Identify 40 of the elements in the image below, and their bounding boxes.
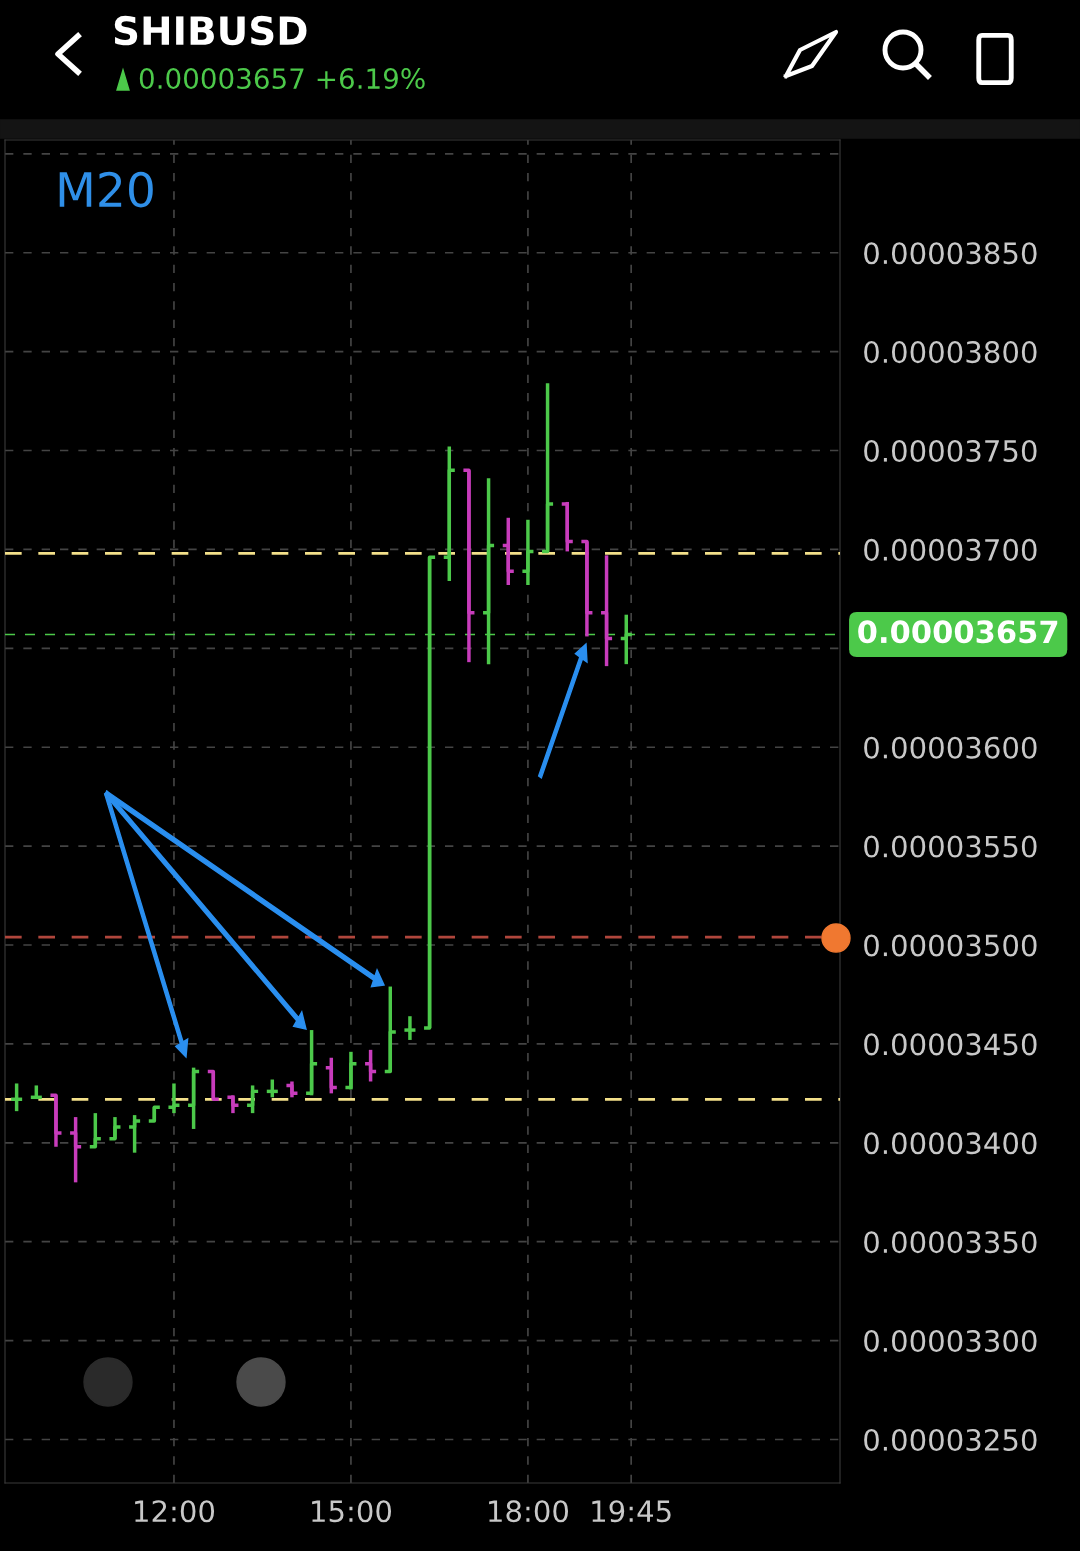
y-tick-label: 0.00003400 <box>864 1132 1037 1155</box>
candlestick <box>304 1030 319 1096</box>
y-tick-label: 0.00003350 <box>864 1231 1037 1254</box>
x-tick-label: 15:00 <box>312 1500 392 1523</box>
x-tick-label: 12:00 <box>135 1500 215 1523</box>
candlestick <box>186 1067 201 1129</box>
candlestick <box>206 1069 221 1102</box>
x-tick-label: 18:00 <box>489 1500 569 1523</box>
y-tick-label: 0.00003300 <box>864 1330 1037 1353</box>
candlestick <box>88 1113 103 1149</box>
candlestick <box>442 446 457 582</box>
y-tick-label: 0.00003850 <box>864 242 1037 265</box>
candlestick <box>540 383 555 554</box>
y-tick-label: 0.00003550 <box>864 835 1037 858</box>
y-tick-label: 0.00003600 <box>864 736 1037 759</box>
candlestick <box>127 1115 142 1153</box>
y-tick-label: 0.00003450 <box>864 1033 1037 1056</box>
y-tick-label: 0.00003800 <box>864 341 1037 364</box>
candlestick <box>245 1085 260 1115</box>
ref-line-label: 0.00003657 <box>858 620 1058 644</box>
candlestick <box>402 1016 418 1040</box>
candlestick <box>599 555 614 668</box>
chart-subtitle: 0.00003657 +6.19% <box>139 68 425 90</box>
candlestick <box>501 517 516 586</box>
annotation: M20 <box>59 171 153 208</box>
candlestick <box>383 986 398 1074</box>
candlestick <box>147 1105 162 1123</box>
chart-title: SHIBUSD <box>114 15 307 46</box>
y-tick-label: 0.00003500 <box>864 934 1037 957</box>
candlestick <box>363 1049 378 1082</box>
x-tick-label: 19:45 <box>592 1500 671 1523</box>
y-tick-label: 0.00003700 <box>864 538 1037 561</box>
candlestick <box>560 500 575 552</box>
candlestick <box>68 1117 83 1183</box>
candlestick <box>520 519 536 586</box>
y-tick-label: 0.00003250 <box>864 1428 1037 1451</box>
candlestick <box>324 1057 339 1094</box>
y-tick-label: 0.00003750 <box>864 439 1037 463</box>
candlestick <box>284 1081 300 1098</box>
candlestick <box>166 1083 182 1115</box>
